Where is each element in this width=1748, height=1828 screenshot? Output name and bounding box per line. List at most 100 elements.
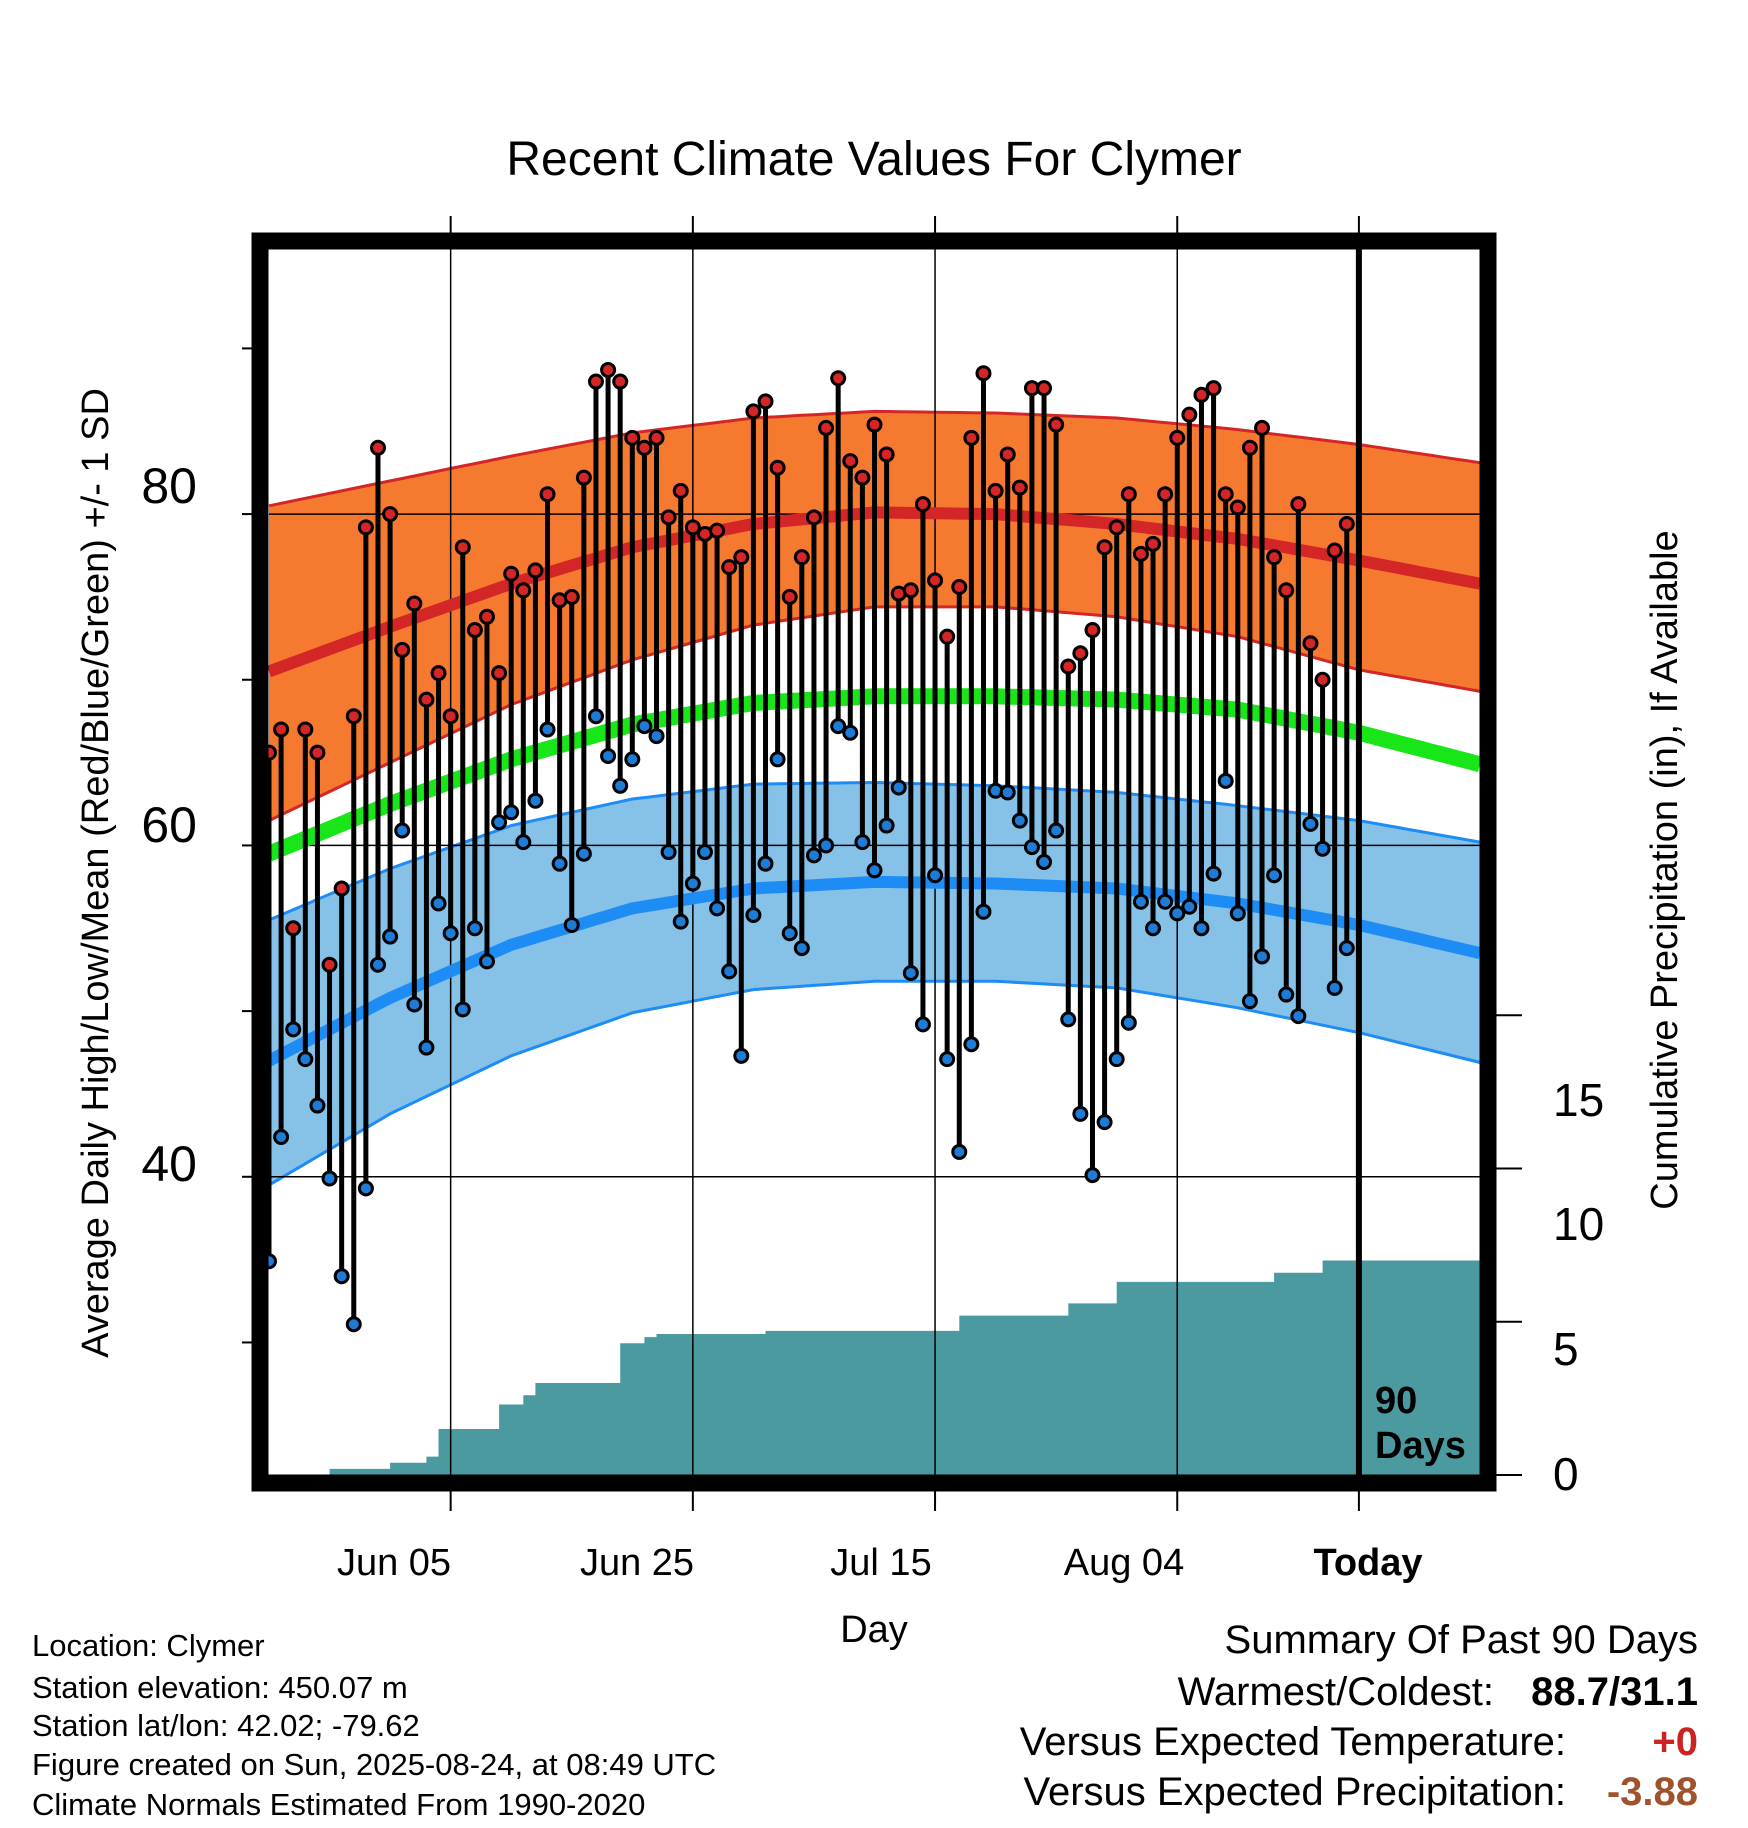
- daily-high-point: [1217, 486, 1234, 503]
- daily-high-point: [721, 559, 738, 576]
- daily-low-point: [454, 1001, 471, 1018]
- daily-high-point: [394, 641, 411, 658]
- daily-low-point: [539, 721, 556, 738]
- daily-low-point: [1229, 905, 1246, 922]
- daily-low-point: [660, 844, 677, 861]
- created-text: Figure created on Sun, 2025-08-24, at 08…: [32, 1747, 717, 1782]
- daily-low-point: [563, 916, 580, 933]
- axes: [242, 216, 1522, 1511]
- daily-low-point: [963, 1036, 980, 1053]
- y-axis-label: Average Daily High/Low/Mean (Red/Blue/Gr…: [75, 388, 117, 1358]
- daily-high-point: [1169, 429, 1186, 446]
- daily-high-point: [818, 419, 835, 436]
- daily-low-point: [357, 1180, 374, 1197]
- daily-low-point: [406, 996, 423, 1013]
- daily-low-point: [333, 1268, 350, 1285]
- daily-low-point: [600, 747, 617, 764]
- daily-low-point: [975, 903, 992, 920]
- x-tick-label: Jun 25: [580, 1542, 694, 1584]
- y2-tick-label: 0: [1553, 1448, 1579, 1500]
- daily-low-point: [1023, 839, 1040, 856]
- warmest-label: Warmest/Coldest:: [1177, 1670, 1494, 1714]
- daily-high-point: [1241, 439, 1258, 456]
- daily-low-point: [648, 728, 665, 745]
- daily-low-point: [478, 953, 495, 970]
- daily-high-point: [1120, 486, 1137, 503]
- y2-tick-labels: 0 5 10 15: [1553, 1074, 1604, 1500]
- daily-high-point: [285, 920, 302, 937]
- daily-high-point: [757, 393, 774, 410]
- daily-low-point: [321, 1170, 338, 1187]
- daily-high-point: [478, 608, 495, 625]
- daily-high-point: [636, 439, 653, 456]
- daily-low-point: [1084, 1167, 1101, 1184]
- daily-high-point: [672, 482, 689, 499]
- daily-high-point: [624, 429, 641, 446]
- daily-low-point: [503, 804, 520, 821]
- daily-high-point: [975, 365, 992, 382]
- daily-high-point: [709, 522, 726, 539]
- daily-high-point: [1011, 479, 1028, 496]
- daily-low-point: [491, 814, 508, 831]
- today-marker: 90 Days: [1355, 249, 1466, 1475]
- daily-high-point: [515, 582, 532, 599]
- daily-low-point: [418, 1039, 435, 1056]
- daily-low-point: [285, 1021, 302, 1038]
- daily-low-point: [273, 1129, 290, 1146]
- daily-low-point: [369, 956, 386, 973]
- daily-high-point: [914, 496, 931, 513]
- daily-high-point: [648, 429, 665, 446]
- daily-high-point: [563, 588, 580, 605]
- daily-high-point: [273, 721, 290, 738]
- daily-high-point: [357, 519, 374, 536]
- daily-low-point: [1217, 772, 1234, 789]
- daily-low-point: [951, 1143, 968, 1160]
- daily-high-point: [309, 744, 326, 761]
- daily-high-point: [793, 549, 810, 566]
- daily-low-point: [1314, 840, 1331, 857]
- daily-low-point: [297, 1051, 314, 1068]
- daily-high-point: [297, 721, 314, 738]
- daily-high-point: [1302, 635, 1319, 652]
- daily-high-point: [345, 708, 362, 725]
- daily-high-point: [1338, 516, 1355, 533]
- daily-high-point: [951, 578, 968, 595]
- daily-high-point: [1036, 380, 1053, 397]
- daily-high-point: [442, 708, 459, 725]
- daily-low-point: [1072, 1105, 1089, 1122]
- x-tick-label: Jul 15: [830, 1542, 931, 1584]
- temp-vs-expected-label: Versus Expected Temperature:: [1019, 1720, 1566, 1764]
- latlon-text: Station lat/lon: 42.02; -79.62: [32, 1708, 420, 1743]
- plot-frame: [251, 232, 1497, 1492]
- daily-high-point: [612, 373, 629, 390]
- daily-high-point: [491, 665, 508, 682]
- daily-high-point: [1193, 386, 1210, 403]
- daily-high-point: [1290, 496, 1307, 513]
- daily-low-point: [1048, 822, 1065, 839]
- low-normal-line: [266, 875, 1482, 1067]
- precip-vs-expected-value: -3.88: [1606, 1770, 1698, 1814]
- daily-high-point: [854, 469, 871, 486]
- daily-high-point: [539, 486, 556, 503]
- daily-low-point: [624, 751, 641, 768]
- daily-low-point: [709, 900, 726, 917]
- daily-high-point: [333, 880, 350, 897]
- daily-low-point: [854, 834, 871, 851]
- daily-high-point: [321, 956, 338, 973]
- daily-low-point: [818, 837, 835, 854]
- daily-high-point: [1326, 542, 1343, 559]
- daily-low-point: [394, 822, 411, 839]
- y-tick-label: 80: [141, 458, 197, 514]
- daily-low-point: [1254, 948, 1271, 965]
- daily-low-point: [1036, 854, 1053, 870]
- daily-high-point: [999, 446, 1016, 463]
- daily-high-point: [805, 509, 822, 526]
- x-axis-label: Day: [840, 1609, 908, 1651]
- daily-low-point: [1096, 1114, 1113, 1131]
- location-text: Location: Clymer: [32, 1628, 265, 1663]
- daily-high-point: [1048, 416, 1065, 433]
- daily-low-point: [1060, 1011, 1077, 1028]
- daily-high-point: [963, 429, 980, 446]
- daily-high-point: [1205, 380, 1222, 397]
- daily-high-point: [1132, 545, 1149, 562]
